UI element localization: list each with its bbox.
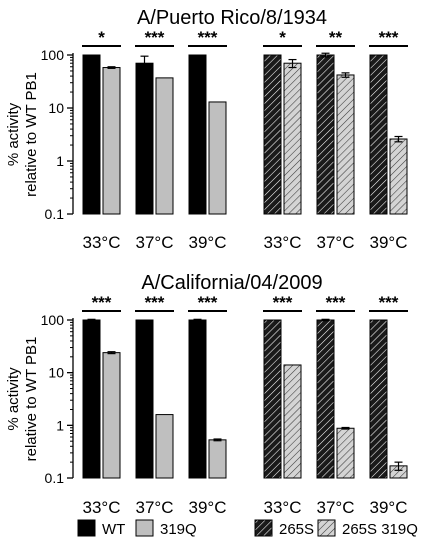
category-label: 39°C <box>370 498 408 517</box>
y-tick-label: 0.1 <box>45 470 65 486</box>
bar-265s-319q <box>336 74 355 215</box>
chart-panel-1: A/Puerto Rico/8/1934 % activityrelative t… <box>5 7 408 252</box>
y-axis-label-line: relative to WT PB1 <box>23 72 40 197</box>
significance-label: *** <box>198 28 218 47</box>
category-label: 37°C <box>317 498 355 517</box>
y-tick-label: 100 <box>41 47 65 63</box>
y-tick-label: 1 <box>56 417 64 433</box>
y-tick-label: 1 <box>56 153 64 169</box>
bar-wt <box>135 319 154 479</box>
legend: WT 319Q 265S 265S 319Q <box>77 519 418 538</box>
category-label: 39°C <box>189 498 227 517</box>
significance-label: *** <box>379 293 399 312</box>
category-label: 39°C <box>189 233 227 252</box>
bar-319q <box>155 77 174 215</box>
y-axis-label-line: % activity <box>5 367 22 431</box>
y-axis-label-line: % activity <box>5 102 22 166</box>
legend-swatch <box>254 519 273 537</box>
bar-319q <box>102 67 121 215</box>
bar-wt <box>135 62 154 215</box>
bar-265s <box>316 54 335 215</box>
category-label: 33°C <box>264 498 302 517</box>
category-label: 33°C <box>83 233 121 252</box>
category-label: 39°C <box>370 233 408 252</box>
bar-265s-319q <box>336 427 355 479</box>
chart-panel-2: A/California/04/2009 % activityrelative t… <box>5 272 408 517</box>
significance-label: * <box>98 28 105 47</box>
bar-wt <box>188 54 207 215</box>
category-label: 33°C <box>264 233 302 252</box>
y-tick-label: 100 <box>41 312 65 328</box>
y-axis-label-line: relative to WT PB1 <box>23 337 40 462</box>
bar-319q <box>102 352 121 479</box>
bar-wt <box>82 319 101 479</box>
bar-265s <box>263 319 282 479</box>
significance-label: ** <box>329 28 343 47</box>
category-label: 37°C <box>136 233 174 252</box>
y-tick-label: 10 <box>48 365 64 381</box>
bar-265s <box>369 54 388 215</box>
bar-319q <box>155 414 174 479</box>
significance-label: *** <box>326 293 346 312</box>
bar-wt <box>188 319 207 479</box>
bar-265s <box>263 54 282 215</box>
significance-label: *** <box>379 28 399 47</box>
y-tick-label: 10 <box>48 100 64 116</box>
legend-label: 319Q <box>160 521 197 538</box>
y-tick-label: 0.1 <box>45 206 65 222</box>
y-axis-label: % activityrelative to WT PB1 <box>5 337 40 462</box>
chart-title: A/California/04/2009 <box>141 272 322 294</box>
bar-265s <box>369 319 388 479</box>
bar-265s-319q <box>389 138 408 215</box>
significance-label: * <box>279 28 286 47</box>
bar-319q <box>208 101 227 215</box>
significance-label: *** <box>145 28 165 47</box>
category-label: 37°C <box>136 498 174 517</box>
bar-265s-319q <box>283 62 302 215</box>
legend-label: WT <box>102 521 125 538</box>
legend-swatch <box>135 519 154 537</box>
chart-title: A/Puerto Rico/8/1934 <box>137 7 327 29</box>
legend-label: 265S 319Q <box>342 521 418 538</box>
significance-label: *** <box>145 293 165 312</box>
bar-265s <box>316 319 335 479</box>
category-label: 33°C <box>83 498 121 517</box>
category-label: 37°C <box>317 233 355 252</box>
y-axis-label: % activityrelative to WT PB1 <box>5 72 40 197</box>
bar-265s-319q <box>283 364 302 479</box>
bar-319q <box>208 439 227 479</box>
legend-swatch <box>77 519 96 537</box>
legend-label: 265S <box>279 521 314 538</box>
legend-swatch <box>317 519 336 537</box>
bar-wt <box>82 54 101 215</box>
significance-label: *** <box>273 293 293 312</box>
significance-label: *** <box>92 293 112 312</box>
significance-label: *** <box>198 293 218 312</box>
